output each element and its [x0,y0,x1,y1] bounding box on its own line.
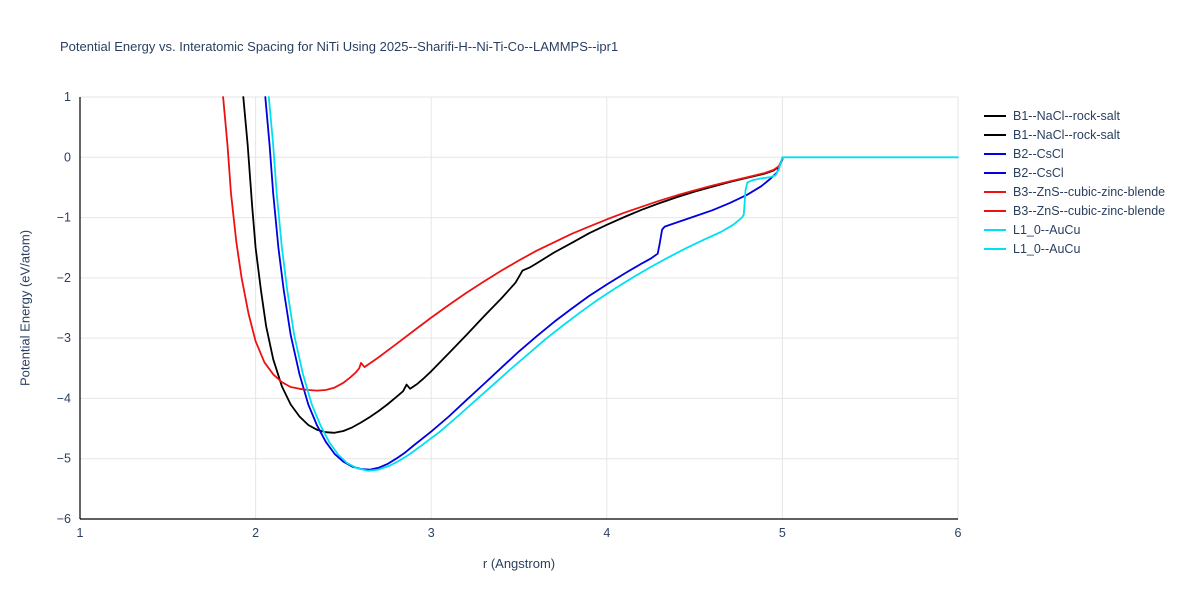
x-tick-label: 6 [955,526,962,540]
legend-item[interactable]: B1--NaCl--rock-salt [984,125,1165,144]
y-tick-label: −6 [57,512,71,526]
legend-label: L1_0--AuCu [1013,222,1081,237]
legend-label: B2--CsCl [1013,146,1064,161]
x-tick-label: 1 [77,526,84,540]
y-tick-label: −2 [57,271,71,285]
legend-label: B2--CsCl [1013,165,1064,180]
x-tick-label: 2 [252,526,259,540]
series-curve [242,96,784,434]
x-tick-label: 3 [428,526,435,540]
y-tick-label: −3 [57,331,71,345]
legend-label: L1_0--AuCu [1013,241,1081,256]
legend-label: B1--NaCl--rock-salt [1013,127,1120,142]
series-curve [267,96,959,472]
legend-line-sample [984,209,1006,212]
x-tick-label: 5 [779,526,786,540]
x-axis-label: r (Angstrom) [482,556,556,571]
legend-label: B1--NaCl--rock-salt [1013,108,1120,123]
y-tick-label: −5 [57,452,71,466]
series-curve [222,96,784,392]
legend-label: B3--ZnS--cubic-zinc-blende [1013,203,1166,218]
chart-title: Potential Energy vs. Interatomic Spacing… [60,39,619,54]
legend-item[interactable]: B3--ZnS--cubic-zinc-blende [984,182,1165,201]
legend-line-sample [984,228,1006,231]
legend-line-sample [984,171,1006,174]
y-tick-label: 0 [64,150,71,164]
legend-line-sample [984,114,1006,117]
y-tick-label: −1 [57,211,71,225]
legend-line-sample [984,190,1006,193]
legend-line-sample [984,133,1006,136]
x-tick-label: 4 [603,526,610,540]
series-curve [264,96,784,471]
legend-item[interactable]: B2--CsCl [984,163,1165,182]
legend-item[interactable]: B1--NaCl--rock-salt [984,106,1165,125]
legend-item[interactable]: L1_0--AuCu [984,239,1165,258]
legend-item[interactable]: B3--ZnS--cubic-zinc-blende [984,201,1165,220]
legend-line-sample [984,152,1006,155]
y-tick-label: −4 [57,391,71,405]
legend-item[interactable]: L1_0--AuCu [984,220,1165,239]
y-tick-label: 1 [64,90,71,104]
legend-line-sample [984,247,1006,250]
legend-item[interactable]: B2--CsCl [984,144,1165,163]
legend-label: B3--ZnS--cubic-zinc-blende [1013,184,1166,199]
legend: B1--NaCl--rock-salt B1--NaCl--rock-salt B2… [984,106,1165,258]
